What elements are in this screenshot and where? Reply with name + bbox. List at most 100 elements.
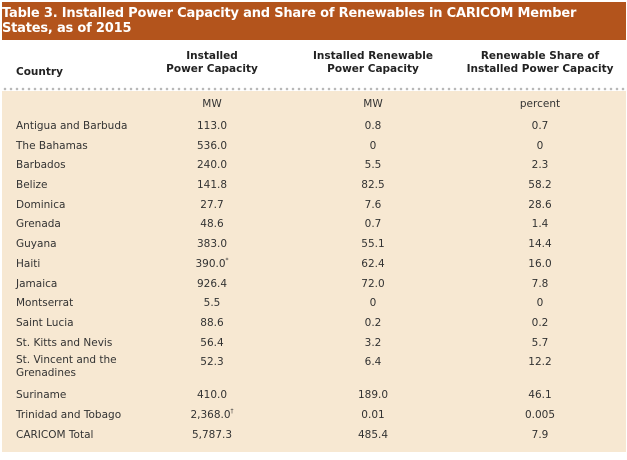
country-cell: CARICOM Total [16, 428, 94, 441]
header-installed-capacity: Installed Power Capacity [142, 50, 282, 76]
share-cell: 0.7 [531, 120, 549, 132]
header-renewable-share-line2: Installed Power Capacity [466, 63, 614, 75]
table-row: The Bahamas 536.0 0 0 [2, 137, 626, 157]
capacity-cell: 383.0 [196, 238, 228, 251]
share-cell: 2.3 [531, 159, 549, 172]
country-cell: Haiti [16, 257, 41, 270]
share-cell: 0.2 [531, 316, 549, 329]
country-cell: St. Kitts and Nevis [16, 336, 113, 349]
footnote-marker: † [230, 407, 234, 415]
renewable-cell: 485.4 [357, 428, 389, 441]
unit-renewable: MW [363, 98, 383, 110]
country-cell: Jamaica [16, 277, 58, 290]
country-cell: Dominica [16, 198, 66, 211]
share-cell: 0.005 [524, 408, 556, 421]
share-cell: 7.9 [531, 428, 549, 441]
dotted-divider [2, 87, 626, 91]
country-cell: Trinidad and Tobago [16, 408, 122, 421]
table-row: Saint Lucia 88.6 0.2 0.2 [2, 314, 626, 334]
country-cell: St. Vincent and the Grenadines [16, 354, 117, 380]
table-row: Suriname 410.0 189.0 46.1 [2, 386, 626, 406]
capacity-cell: 141.8 [196, 179, 228, 192]
capacity-cell: 56.4 [200, 336, 224, 349]
share-cell: 14.4 [528, 238, 552, 251]
table-row: Montserrat 5.5 0 0 [2, 294, 626, 314]
table-header: Country Installed Power Capacity Install… [2, 40, 626, 87]
table-container: Table 3. Installed Power Capacity and Sh… [2, 2, 626, 452]
renewable-cell: 3.2 [364, 336, 382, 349]
capacity-cell: 2,368.0† [190, 407, 234, 421]
table-row: St. Vincent and the Grenadines 52.3 6.4 … [2, 353, 626, 386]
unit-share: percent [519, 98, 561, 110]
capacity-cell: 240.0 [196, 159, 228, 172]
table-row: Haiti 390.0* 62.4 16.0 [2, 255, 626, 275]
table-row: Guyana 383.0 55.1 14.4 [2, 235, 626, 255]
renewable-cell: 0.2 [364, 316, 382, 329]
capacity-cell: 536.0 [196, 139, 228, 152]
country-cell: Montserrat [16, 297, 74, 310]
renewable-cell: 0.7 [364, 218, 382, 231]
header-renewable-capacity: Installed Renewable Power Capacity [298, 50, 448, 76]
capacity-cell: 410.0 [196, 389, 228, 402]
capacity-cell: 113.0 [196, 120, 228, 132]
capacity-cell: 5.5 [203, 297, 221, 310]
header-renewable-capacity-line2: Power Capacity [327, 63, 419, 75]
renewable-cell: 0.01 [361, 408, 385, 421]
capacity-cell: 5,787.3 [191, 428, 233, 441]
table-title: Table 3. Installed Power Capacity and Sh… [2, 2, 626, 40]
table-row: Belize 141.8 82.5 58.2 [2, 176, 626, 196]
capacity-cell: 52.3 [200, 356, 224, 369]
share-cell: 1.4 [531, 218, 549, 231]
share-cell: 58.2 [528, 179, 552, 192]
share-cell: 28.6 [528, 198, 552, 211]
header-renewable-share-line1: Renewable Share of [480, 50, 600, 62]
renewable-cell: 0 [369, 297, 377, 310]
table-row: Dominica 27.7 7.6 28.6 [2, 196, 626, 216]
share-cell: 46.1 [528, 389, 552, 402]
table-row: Jamaica 926.4 72.0 7.8 [2, 275, 626, 295]
renewable-cell: 72.0 [361, 277, 385, 290]
renewable-cell: 6.4 [364, 356, 382, 369]
units-row: MW MW percent [2, 91, 626, 117]
capacity-cell: 27.7 [200, 198, 224, 211]
renewable-cell: 189.0 [357, 389, 389, 402]
header-installed-capacity-line2: Power Capacity [166, 63, 258, 75]
table-row: Grenada 48.6 0.7 1.4 [2, 215, 626, 235]
footnote-marker: * [225, 256, 229, 264]
table-row: Antigua and Barbuda 113.0 0.8 0.7 [2, 117, 626, 137]
country-cell: Antigua and Barbuda [16, 120, 128, 132]
header-renewable-share: Renewable Share of Installed Power Capac… [460, 50, 620, 76]
renewable-cell: 62.4 [361, 257, 385, 270]
header-installed-capacity-line1: Installed [186, 50, 238, 62]
share-cell: 16.0 [528, 257, 552, 270]
country-cell: Guyana [16, 238, 57, 251]
country-cell: Suriname [16, 389, 67, 402]
share-cell: 7.8 [531, 277, 549, 290]
table-body: MW MW percent Antigua and Barbuda 113.0 … [2, 91, 626, 452]
share-cell: 5.7 [531, 336, 549, 349]
unit-capacity: MW [202, 98, 222, 110]
capacity-cell: 48.6 [200, 218, 224, 231]
table-row-total: CARICOM Total 5,787.3 485.4 7.9 [2, 426, 626, 446]
renewable-cell: 5.5 [364, 159, 382, 172]
country-cell: The Bahamas [16, 139, 88, 152]
country-cell: Grenada [16, 218, 61, 231]
header-country: Country [16, 66, 63, 78]
capacity-cell: 390.0* [195, 256, 229, 270]
country-cell: Barbados [16, 159, 66, 172]
table-row: St. Kitts and Nevis 56.4 3.2 5.7 [2, 334, 626, 354]
share-cell: 0 [536, 139, 544, 152]
renewable-cell: 7.6 [364, 198, 382, 211]
country-cell: Belize [16, 179, 48, 192]
share-cell: 0 [536, 297, 544, 310]
renewable-cell: 82.5 [361, 179, 385, 192]
renewable-cell: 0 [369, 139, 377, 152]
renewable-cell: 55.1 [361, 238, 385, 251]
table-row: Barbados 240.0 5.5 2.3 [2, 156, 626, 176]
header-renewable-capacity-line1: Installed Renewable [312, 50, 434, 62]
capacity-cell: 926.4 [196, 277, 228, 290]
table-row: Trinidad and Tobago 2,368.0† 0.01 0.005 [2, 406, 626, 426]
capacity-cell: 88.6 [200, 316, 224, 329]
renewable-cell: 0.8 [364, 120, 382, 132]
country-cell: Saint Lucia [16, 316, 74, 329]
